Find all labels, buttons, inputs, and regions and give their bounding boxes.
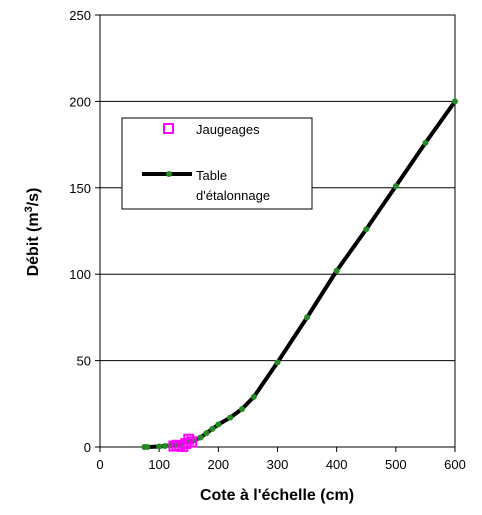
x-tick-label: 300 (267, 457, 289, 472)
legend: Jaugeages Table d'étalonnage (121, 117, 313, 210)
rating-curve-point (144, 444, 151, 450)
y-tick-label: 250 (69, 8, 91, 23)
rating-curve-point (333, 267, 340, 274)
y-tick-label: 0 (84, 440, 91, 455)
x-axis-title: Cote à l'échelle (cm) (200, 487, 354, 504)
rating-curve-point (250, 393, 257, 400)
x-tick-label: 200 (207, 457, 229, 472)
y-axis-title: Débit (m3/s) (23, 188, 42, 277)
rating-curve-point (274, 359, 281, 366)
rating-curve-point (215, 421, 222, 428)
y-axis-title-unit: /s) (25, 188, 42, 207)
y-axis: 0 50 100 150 200 250 (69, 8, 100, 455)
jaugeage-point (186, 436, 198, 448)
rating-curve-point (452, 98, 458, 105)
x-tick-label: 600 (444, 457, 466, 472)
rating-curve-point (162, 442, 169, 449)
y-tick-label: 50 (77, 354, 91, 369)
legend-jaugeages-marker (163, 123, 174, 134)
x-tick-label: 0 (96, 457, 103, 472)
legend-table-marker (166, 171, 172, 177)
rating-curve-point (156, 443, 163, 450)
y-axis-title-sup: 3 (23, 206, 35, 212)
y-tick-label: 100 (69, 267, 91, 282)
x-axis: 0 100 200 300 400 500 600 (96, 447, 466, 472)
x-tick-label: 400 (326, 457, 348, 472)
rating-curve-point (203, 430, 210, 437)
series (141, 98, 458, 452)
rating-curve-point (197, 434, 204, 441)
plot-area (99, 14, 456, 448)
y-axis-title-main: Débit (m (25, 212, 42, 276)
y-tick-label: 200 (69, 94, 91, 109)
rating-curve-point (304, 314, 311, 321)
rating-curve-point (227, 414, 234, 421)
x-tick-label: 100 (148, 457, 170, 472)
rating-curve-point (392, 183, 399, 190)
legend-table-label-line2: d'étalonnage (196, 188, 270, 203)
rating-curve-point (209, 425, 216, 432)
legend-jaugeages-label: Jaugeages (196, 122, 260, 137)
legend-box (121, 117, 313, 210)
jaugeage-point (183, 433, 195, 445)
y-tick-label: 150 (69, 181, 91, 196)
rating-curve-point (239, 405, 245, 412)
rating-curve-point (363, 226, 370, 233)
legend-table-label-line1: Table (196, 168, 227, 183)
x-tick-label: 500 (385, 457, 407, 472)
rating-curve-point (422, 139, 429, 146)
